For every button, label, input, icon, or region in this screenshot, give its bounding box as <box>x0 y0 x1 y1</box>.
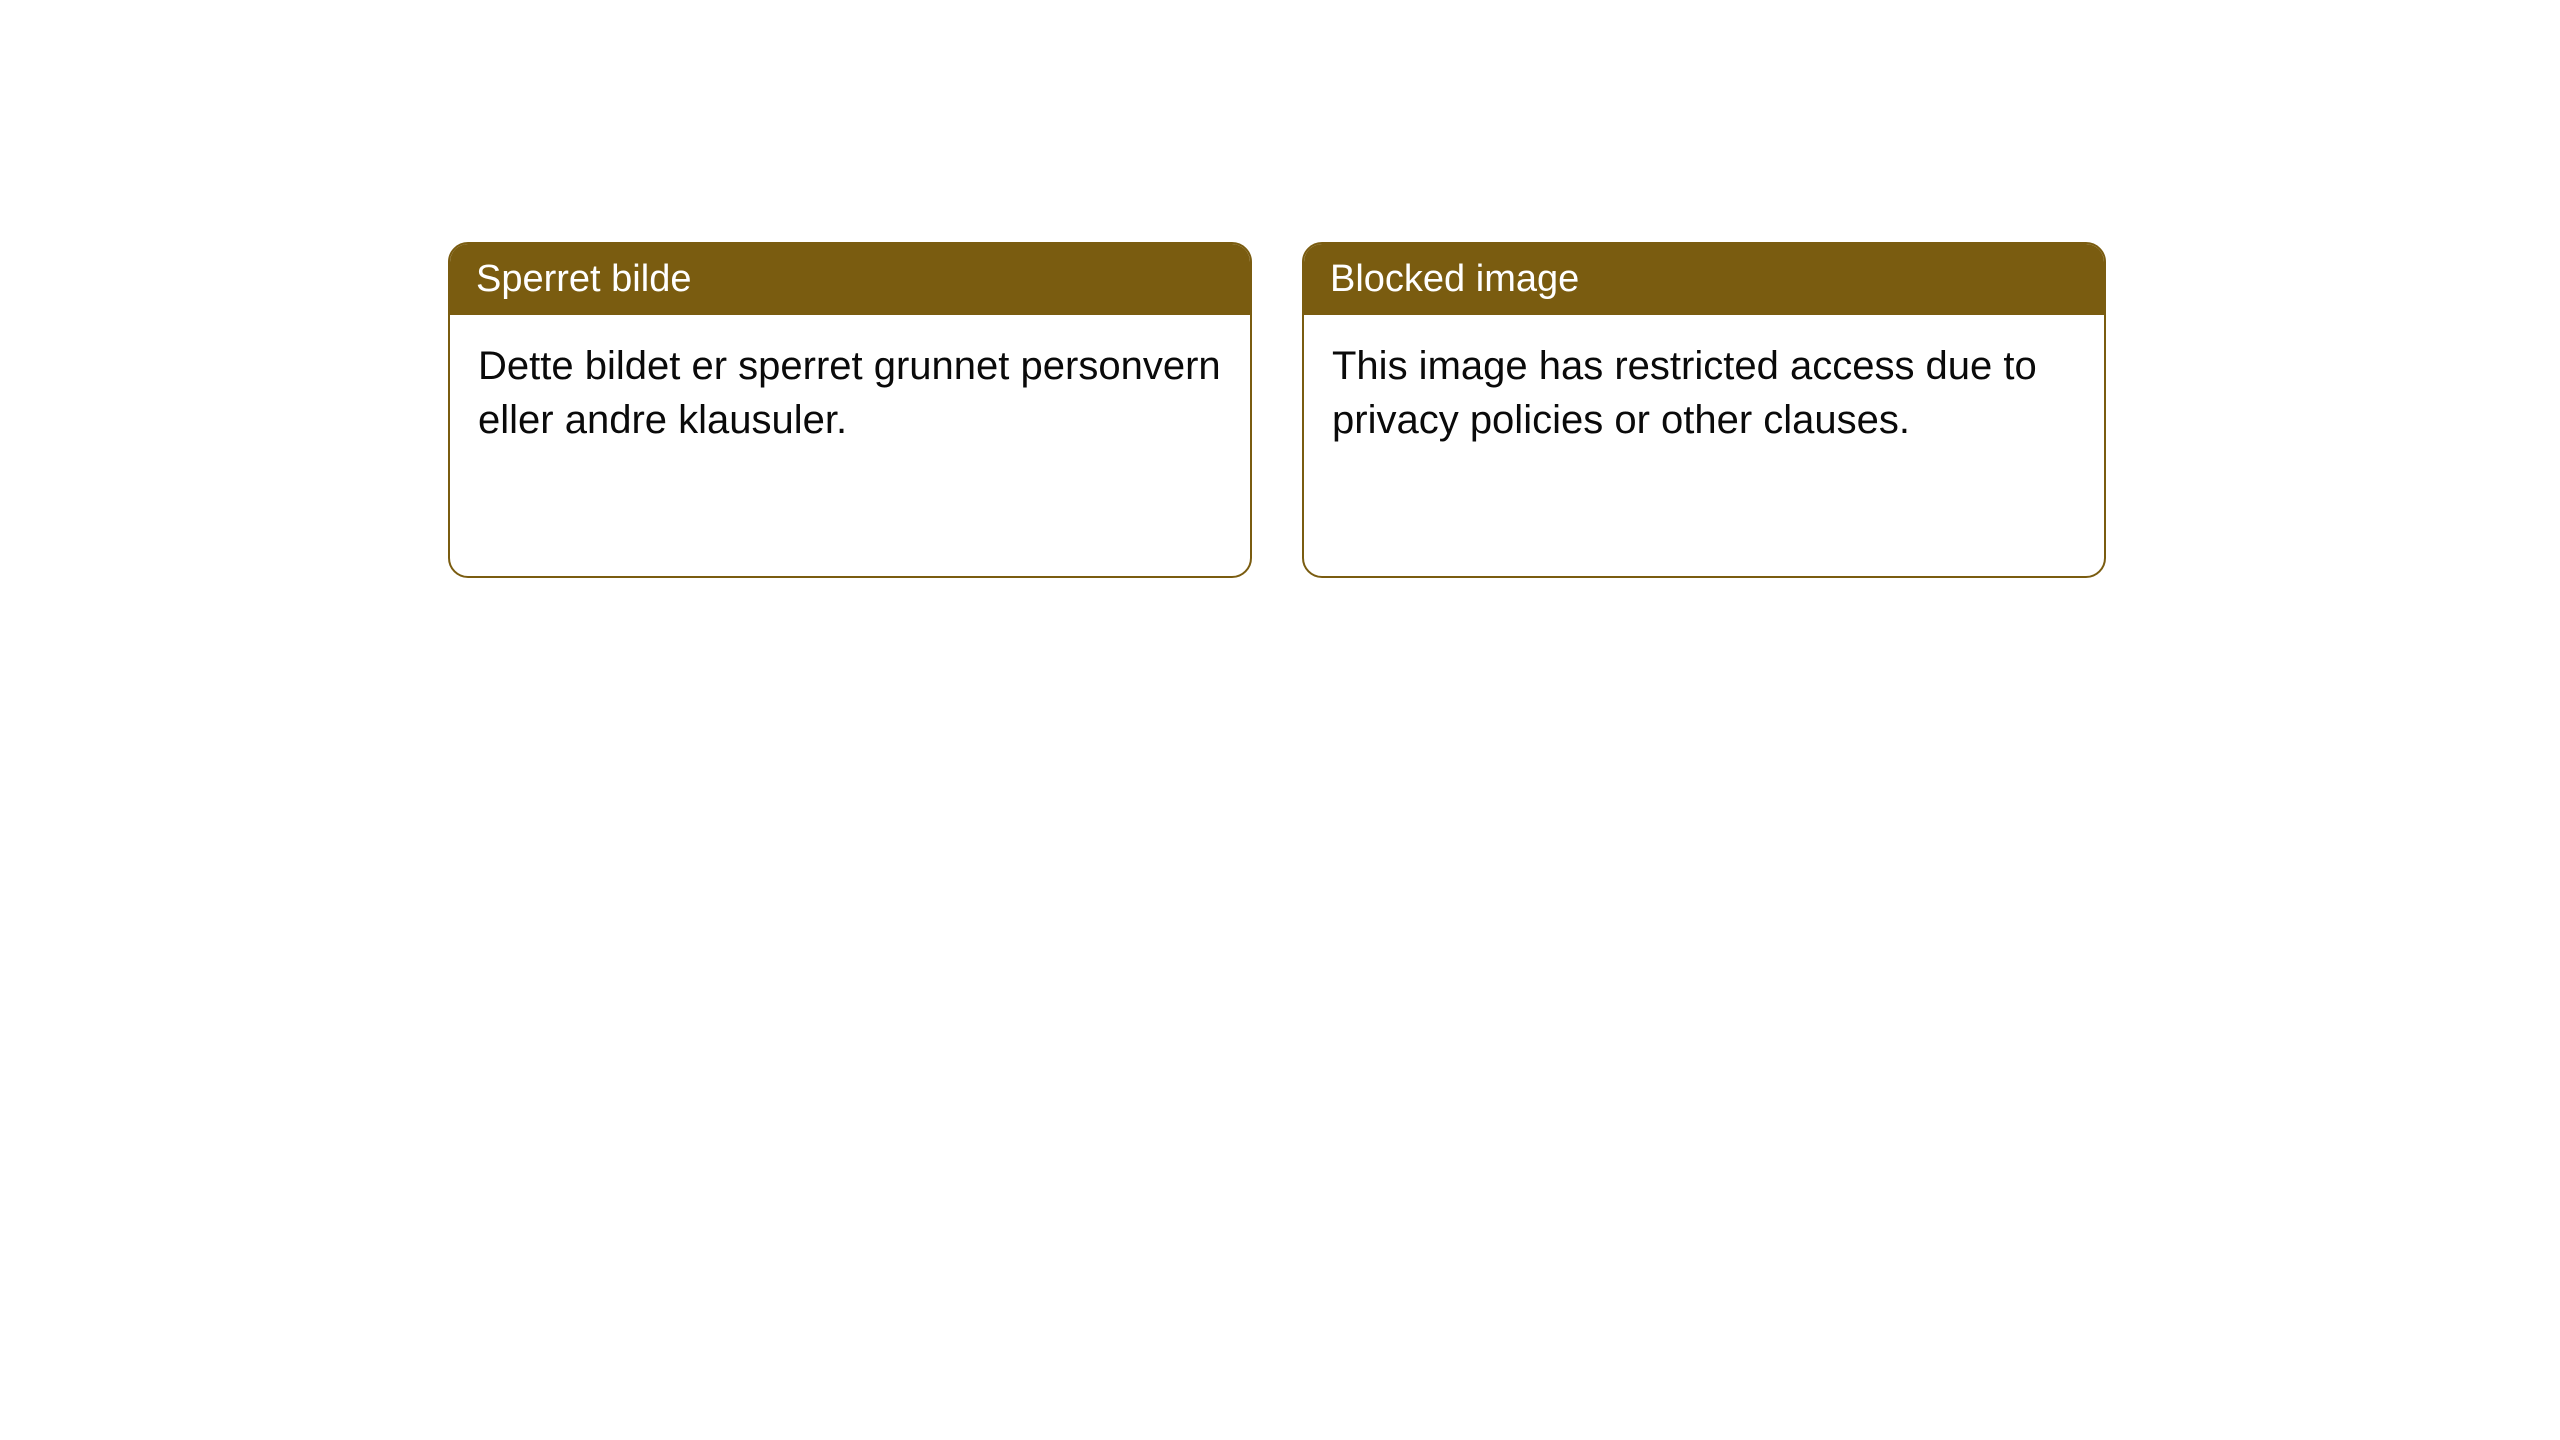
blocked-image-card-norwegian: Sperret bilde Dette bildet er sperret gr… <box>448 242 1252 578</box>
card-header-norwegian: Sperret bilde <box>450 244 1250 315</box>
card-body-norwegian: Dette bildet er sperret grunnet personve… <box>450 315 1250 471</box>
blocked-image-card-english: Blocked image This image has restricted … <box>1302 242 2106 578</box>
card-text: Dette bildet er sperret grunnet personve… <box>478 344 1221 442</box>
card-header-english: Blocked image <box>1304 244 2104 315</box>
card-body-english: This image has restricted access due to … <box>1304 315 2104 471</box>
card-title: Blocked image <box>1330 258 1579 300</box>
cards-container: Sperret bilde Dette bildet er sperret gr… <box>0 0 2560 578</box>
card-title: Sperret bilde <box>476 258 691 300</box>
card-text: This image has restricted access due to … <box>1332 344 2037 442</box>
